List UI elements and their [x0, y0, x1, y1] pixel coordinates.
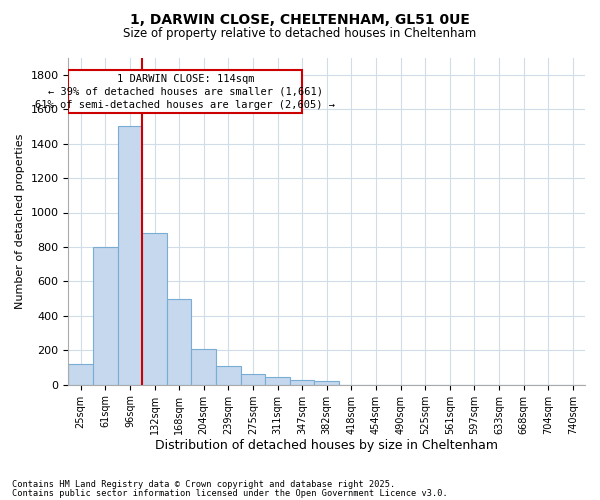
Text: Size of property relative to detached houses in Cheltenham: Size of property relative to detached ho…: [124, 28, 476, 40]
Text: 1 DARWIN CLOSE: 114sqm: 1 DARWIN CLOSE: 114sqm: [116, 74, 254, 84]
Bar: [93, 247, 118, 384]
Text: 1, DARWIN CLOSE, CHELTENHAM, GL51 0UE: 1, DARWIN CLOSE, CHELTENHAM, GL51 0UE: [130, 12, 470, 26]
Bar: [191, 348, 216, 384]
X-axis label: Distribution of detached houses by size in Cheltenham: Distribution of detached houses by size …: [155, 440, 498, 452]
FancyBboxPatch shape: [68, 70, 302, 112]
Text: Contains HM Land Registry data © Crown copyright and database right 2025.: Contains HM Land Registry data © Crown c…: [12, 480, 395, 489]
Bar: [167, 298, 191, 384]
Bar: [290, 380, 314, 384]
Bar: [118, 126, 142, 384]
Bar: [314, 382, 339, 384]
Bar: [265, 377, 290, 384]
Bar: [241, 374, 265, 384]
Bar: [142, 233, 167, 384]
Text: 61% of semi-detached houses are larger (2,605) →: 61% of semi-detached houses are larger (…: [35, 100, 335, 110]
Text: ← 39% of detached houses are smaller (1,661): ← 39% of detached houses are smaller (1,…: [48, 87, 323, 97]
Bar: [216, 366, 241, 384]
Text: Contains public sector information licensed under the Open Government Licence v3: Contains public sector information licen…: [12, 488, 448, 498]
Y-axis label: Number of detached properties: Number of detached properties: [15, 134, 25, 309]
Bar: [68, 364, 93, 384]
